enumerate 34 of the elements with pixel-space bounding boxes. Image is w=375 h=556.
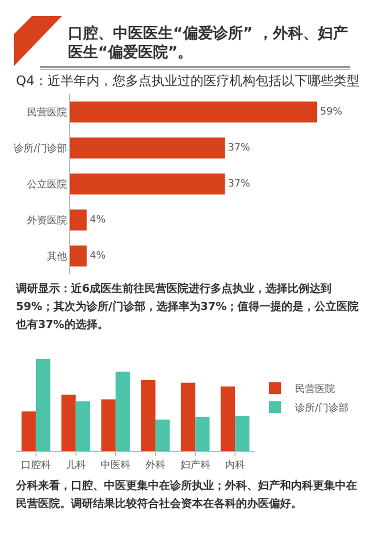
bar <box>141 380 156 451</box>
bar <box>101 399 116 451</box>
data-label: 59% <box>320 106 342 118</box>
y-tick-label: 外资医院 <box>27 214 67 226</box>
bar <box>76 401 90 451</box>
bar <box>155 420 170 451</box>
text: 分科来看，口腔、中医更集中在诊所执业；外科、妇产和内科更集中在民营医院。调研结果比较符合社会资本在各科的办医偏好。 <box>16 478 358 512</box>
data-label: 4% <box>90 214 106 226</box>
bar <box>116 372 130 451</box>
bar <box>180 382 196 451</box>
data-label: 37% <box>228 142 250 154</box>
bar <box>36 358 50 451</box>
x-tick-label: 妇产科 <box>180 459 210 471</box>
y-tick-label: 公立医院 <box>27 178 67 190</box>
y-tick-label: 诊所/门诊部 <box>14 142 67 154</box>
y-tick-label: 其他 <box>47 250 67 262</box>
chart-title: 口腔、中医医生“偏爱诊所” ，外科、妇产医生“偏爱医院”。 <box>68 24 349 62</box>
x-tick-label: 中医科 <box>100 459 131 471</box>
bar <box>235 416 250 451</box>
bar <box>195 416 210 451</box>
x-tick-label: 口腔科 <box>20 459 51 471</box>
legend-label: 民营医院 <box>295 383 335 396</box>
bar <box>61 394 76 451</box>
bar <box>22 411 36 451</box>
chart-subtitle: Q4：近半年内，您多点执业过的医疗机构包括以下哪些类型 <box>16 74 361 90</box>
x-tick-label: 外科 <box>145 459 166 471</box>
y-tick-label: 民营医院 <box>27 106 67 118</box>
text: 调研显示：近6成医生前往民营医院进行多点执业，选择比例达到59%；其次为诊所/门诊部，选择率为37%；值得一提的是，公立医院也有37%的选择。 <box>16 281 360 333</box>
bar <box>220 386 236 451</box>
x-tick-label: 内科 <box>225 459 246 471</box>
data-label: 4% <box>90 250 106 262</box>
x-tick-label: 儿科 <box>66 459 86 471</box>
legend-label: 诊所/门诊部 <box>295 402 348 414</box>
data-label: 37% <box>228 178 250 190</box>
